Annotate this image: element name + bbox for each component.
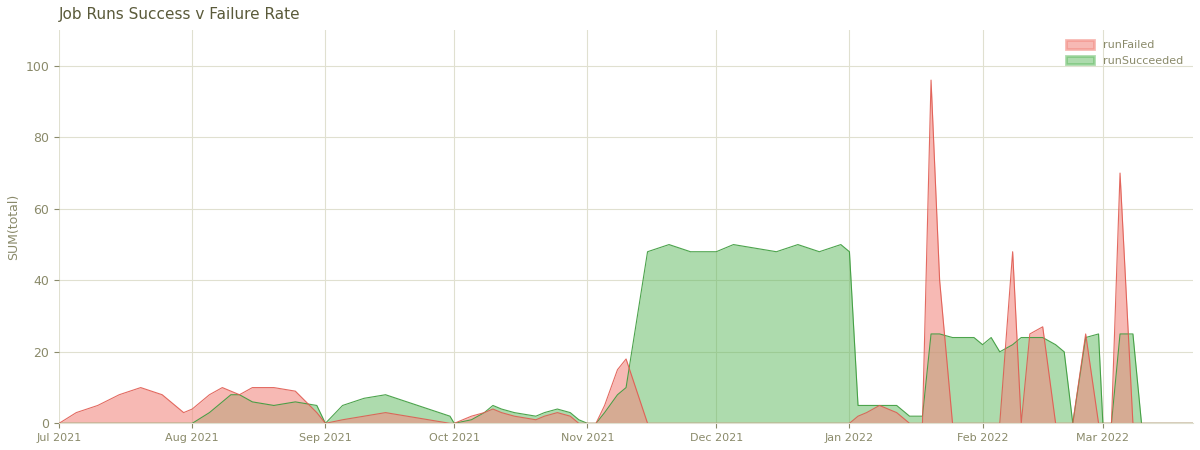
Legend: runFailed, runSucceeded: runFailed, runSucceeded xyxy=(1062,36,1188,70)
Text: Job Runs Success v Failure Rate: Job Runs Success v Failure Rate xyxy=(59,7,301,22)
Y-axis label: SUM(total): SUM(total) xyxy=(7,194,20,260)
